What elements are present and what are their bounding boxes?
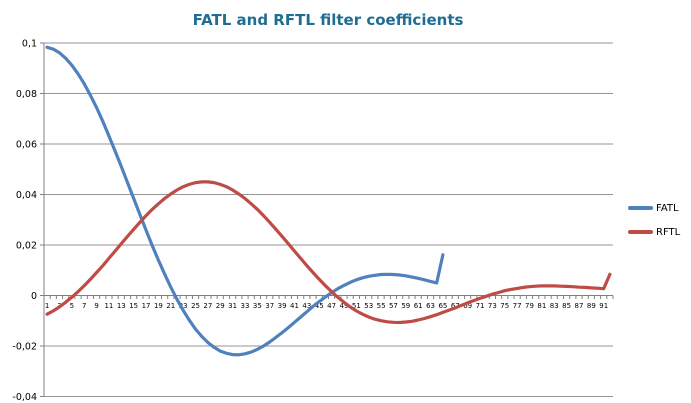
svg-text:9: 9 bbox=[94, 302, 98, 310]
svg-text:65: 65 bbox=[438, 302, 447, 310]
svg-text:7: 7 bbox=[82, 302, 86, 310]
svg-text:73: 73 bbox=[488, 302, 497, 310]
x-tick-labels: 1 3 5 7 9 11 13 15 17 19 21 23 25 27 29 31 33 35 37 39 41 43 4… bbox=[45, 302, 608, 310]
svg-text:13: 13 bbox=[117, 302, 126, 310]
svg-text:47: 47 bbox=[327, 302, 336, 310]
svg-text:45: 45 bbox=[315, 302, 324, 310]
svg-text:79: 79 bbox=[525, 302, 534, 310]
svg-text:15: 15 bbox=[129, 302, 138, 310]
svg-text:5: 5 bbox=[70, 302, 74, 310]
y-tick-labels: 0,1 0,08 0,06 0,04 0,02 0 -0,02 -0,04 bbox=[12, 39, 37, 403]
svg-text:23: 23 bbox=[179, 302, 188, 310]
gridlines bbox=[44, 42, 613, 397]
svg-text:0: 0 bbox=[31, 291, 37, 302]
svg-text:49: 49 bbox=[340, 302, 349, 310]
svg-text:53: 53 bbox=[364, 302, 373, 310]
svg-text:0,08: 0,08 bbox=[16, 89, 37, 100]
svg-text:11: 11 bbox=[104, 302, 113, 310]
svg-text:51: 51 bbox=[352, 302, 361, 310]
svg-text:19: 19 bbox=[154, 302, 163, 310]
svg-text:33: 33 bbox=[241, 302, 250, 310]
svg-text:21: 21 bbox=[166, 302, 175, 310]
legend-label-fatl: FATL bbox=[656, 202, 679, 214]
chart-title: FATL and RFTL filter coefficients bbox=[192, 11, 464, 29]
svg-text:0,1: 0,1 bbox=[22, 39, 37, 50]
svg-text:41: 41 bbox=[290, 302, 299, 310]
svg-text:27: 27 bbox=[203, 302, 212, 310]
svg-text:25: 25 bbox=[191, 302, 200, 310]
series-line-rftl bbox=[45, 180, 612, 325]
svg-text:-0,04: -0,04 bbox=[12, 392, 37, 403]
series-line-fatl bbox=[45, 45, 445, 357]
svg-text:39: 39 bbox=[278, 302, 287, 310]
svg-text:71: 71 bbox=[476, 302, 485, 310]
svg-text:67: 67 bbox=[451, 302, 460, 310]
svg-text:87: 87 bbox=[575, 302, 584, 310]
svg-text:69: 69 bbox=[463, 302, 472, 310]
svg-text:0,06: 0,06 bbox=[16, 140, 37, 151]
svg-text:75: 75 bbox=[500, 302, 509, 310]
svg-text:91: 91 bbox=[599, 302, 608, 310]
svg-text:57: 57 bbox=[389, 302, 398, 310]
svg-text:17: 17 bbox=[142, 302, 151, 310]
svg-text:77: 77 bbox=[513, 302, 522, 310]
svg-text:29: 29 bbox=[216, 302, 225, 310]
svg-text:85: 85 bbox=[562, 302, 571, 310]
y-axis bbox=[40, 42, 45, 397]
svg-text:63: 63 bbox=[426, 302, 435, 310]
svg-text:81: 81 bbox=[537, 302, 546, 310]
series bbox=[45, 45, 612, 357]
legend-label-rftl: RFTL bbox=[656, 226, 681, 238]
svg-text:37: 37 bbox=[265, 302, 274, 310]
legend-line-fatl-icon bbox=[628, 206, 653, 210]
legend: FATL RFTL bbox=[628, 200, 680, 240]
svg-text:1: 1 bbox=[45, 302, 49, 310]
legend-item-rftl[interactable]: RFTL bbox=[628, 224, 680, 240]
svg-text:83: 83 bbox=[550, 302, 559, 310]
svg-text:55: 55 bbox=[377, 302, 386, 310]
legend-item-fatl[interactable]: FATL bbox=[628, 200, 680, 216]
svg-text:89: 89 bbox=[587, 302, 596, 310]
svg-text:35: 35 bbox=[253, 302, 262, 310]
svg-text:59: 59 bbox=[401, 302, 410, 310]
legend-line-rftl-icon bbox=[628, 230, 653, 234]
svg-text:0,02: 0,02 bbox=[16, 241, 37, 252]
svg-text:0,04: 0,04 bbox=[16, 190, 37, 201]
svg-text:31: 31 bbox=[228, 302, 237, 310]
svg-text:43: 43 bbox=[302, 302, 311, 310]
svg-text:-0,02: -0,02 bbox=[12, 342, 37, 353]
svg-text:61: 61 bbox=[414, 302, 423, 310]
